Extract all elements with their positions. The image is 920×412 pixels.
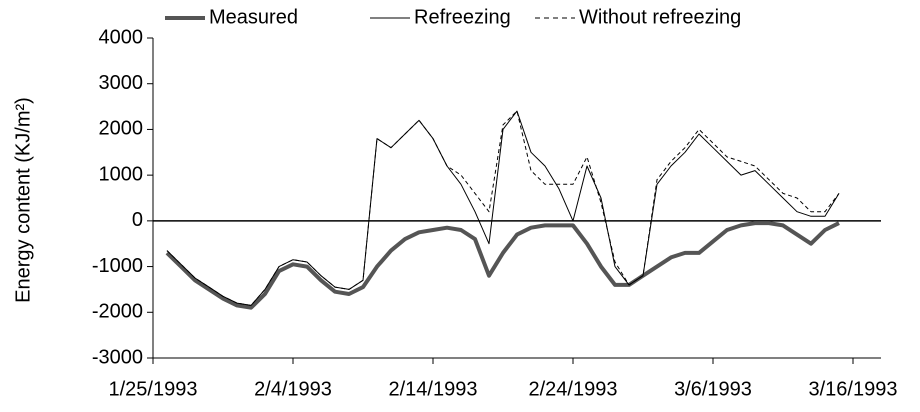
series-line	[165, 221, 840, 310]
y-tick-label: 4000	[99, 26, 144, 48]
y-tick-label: -3000	[92, 346, 143, 368]
x-tick-label: 3/16/1993	[809, 378, 898, 400]
x-tick-label: 3/6/1993	[674, 378, 752, 400]
y-tick-label: -1000	[92, 255, 143, 277]
y-tick-label: -2000	[92, 301, 143, 323]
legend-label: Refreezing	[414, 6, 511, 28]
y-tick-label: 3000	[99, 72, 144, 94]
y-axis-label: Energy content (KJ/m²)	[12, 97, 34, 303]
legend-label: Without refreezing	[579, 6, 741, 28]
x-tick-label: 2/4/1993	[254, 378, 332, 400]
y-tick-label: 0	[132, 209, 143, 231]
y-tick-label: 2000	[99, 118, 144, 140]
x-tick-label: 1/25/1993	[109, 378, 198, 400]
series-line	[166, 110, 840, 306]
x-tick-label: 2/24/1993	[529, 378, 618, 400]
y-tick-label: 1000	[99, 163, 144, 185]
series-line	[166, 110, 840, 306]
x-tick-label: 2/14/1993	[389, 378, 478, 400]
legend-label: Measured	[209, 6, 298, 28]
